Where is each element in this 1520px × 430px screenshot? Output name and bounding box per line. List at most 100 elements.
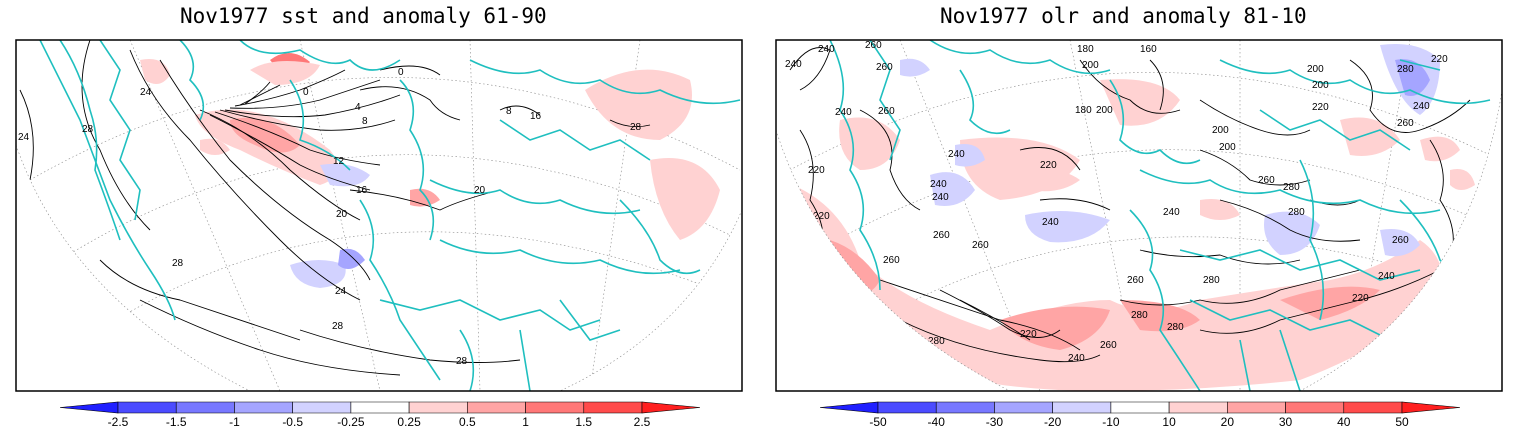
contour-label: 180 — [1075, 105, 1092, 116]
contour-label: 280 — [1203, 275, 1220, 286]
projection-mask — [16, 145, 250, 391]
colorbar-tick-label: -10 — [1102, 415, 1120, 429]
contour-label: 260 — [883, 255, 900, 266]
colorbar-tick-label: 30 — [1279, 415, 1293, 429]
contour-label: 24 — [18, 132, 30, 143]
contour-label: 280 — [1397, 64, 1414, 75]
contour-label: 24 — [140, 87, 152, 98]
colorbar-tick-label: 40 — [1337, 415, 1351, 429]
colorbar-bin — [641, 401, 701, 414]
contour-label: 240 — [835, 107, 852, 118]
colorbar-bin — [1110, 401, 1170, 414]
olr-contours — [789, 47, 1471, 363]
contour-label: 240 — [785, 59, 802, 70]
colorbar-bin — [350, 401, 410, 414]
contour-label: 260 — [1100, 340, 1117, 351]
sst-map: 24 24 28 28 28 28 24 20 16 12 8 4 0 0 20… — [16, 40, 742, 391]
colorbar-bin — [292, 401, 352, 414]
colorbar-bin — [877, 401, 937, 414]
colorbar-tick-label: -2.5 — [108, 415, 129, 429]
colorbar-bin — [59, 401, 119, 414]
colorbar-bin — [935, 401, 995, 414]
contour-label: 280 — [928, 336, 945, 347]
contour-label: 16 — [530, 111, 542, 122]
contour-label: 200 — [1212, 125, 1229, 136]
colorbar-bin — [117, 401, 177, 414]
colorbar-tick-label: 0.25 — [397, 415, 421, 429]
olr-colorbar: -50 -40 -30 -20 -10 10 20 30 40 50 — [819, 401, 1461, 429]
contour-label: 240 — [1068, 353, 1085, 364]
contour-label: 24 — [335, 286, 347, 297]
sst-coastlines — [39, 40, 741, 391]
contour-label: 28 — [172, 258, 184, 269]
colorbar-tick-label: 20 — [1221, 415, 1235, 429]
contour-label: 220 — [1020, 329, 1037, 340]
contour-label: 28 — [456, 356, 468, 367]
colorbar-bin — [994, 401, 1053, 414]
colorbar-bin — [1401, 401, 1461, 414]
sst-map-frame — [15, 39, 743, 392]
contour-label: 200 — [1096, 105, 1113, 116]
colorbar-tick-label: 2.5 — [634, 415, 651, 429]
colorbar-bin — [819, 401, 879, 414]
colorbar-bin — [1343, 401, 1403, 414]
olr-coastlines — [829, 40, 1491, 391]
colorbar-bin — [467, 401, 526, 414]
contour-label: 220 — [1431, 54, 1448, 65]
contour-label: 260 — [972, 240, 989, 251]
contour-label: 200 — [1312, 80, 1329, 91]
colorbar-bin — [1227, 401, 1286, 414]
contour-label: 200 — [1082, 60, 1099, 71]
contour-label: 260 — [865, 40, 882, 51]
colorbar-tick-label: -1.5 — [166, 415, 187, 429]
contour-label: 280 — [1131, 310, 1148, 321]
contour-label: 220 — [813, 211, 830, 222]
contour-label: 260 — [933, 230, 950, 241]
olr-contour-labels: 240 260 180 160 200 240 260 280 200 220 … — [785, 40, 1448, 364]
colorbar-bin — [525, 401, 585, 414]
colorbar-tick-label: 50 — [1395, 415, 1409, 429]
projection-mask — [776, 130, 1010, 391]
colorbar-tick-label: 1.5 — [575, 415, 592, 429]
contour-label: 12 — [333, 156, 345, 167]
contour-label: 4 — [355, 102, 361, 113]
olr-map: 240 260 180 160 200 240 260 280 200 220 … — [776, 40, 1502, 391]
contour-label: 180 — [1077, 44, 1094, 55]
contour-label: 240 — [932, 192, 949, 203]
colorbar-bin — [583, 401, 643, 414]
contour-label: 240 — [948, 149, 965, 160]
contour-label: 260 — [1127, 275, 1144, 286]
contour-label: 220 — [1040, 160, 1057, 171]
contour-label: 260 — [876, 62, 893, 73]
colorbar-bin — [1168, 401, 1228, 414]
colorbar-bin — [175, 401, 235, 414]
contour-label: 160 — [1140, 44, 1157, 55]
contour-label: 200 — [1219, 142, 1236, 153]
contour-label: 220 — [1352, 293, 1369, 304]
colorbar-bin — [1052, 401, 1112, 414]
contour-label: 28 — [332, 321, 344, 332]
contour-label: 280 — [1167, 322, 1184, 333]
contour-label: 240 — [930, 179, 947, 190]
contour-label: 280 — [1288, 207, 1305, 218]
colorbar-bin — [408, 401, 468, 414]
contour-label: 220 — [1312, 102, 1329, 113]
contour-label: 28 — [630, 122, 642, 133]
contour-label: 8 — [506, 106, 512, 117]
colorbar-tick-label: 10 — [1162, 415, 1176, 429]
contour-label: 260 — [1258, 175, 1275, 186]
colorbar-bin — [1285, 401, 1345, 414]
contour-label: 260 — [1392, 235, 1409, 246]
olr-anomaly-shading — [780, 44, 1475, 391]
colorbar-tick-label: -40 — [928, 415, 946, 429]
contour-label: 240 — [1413, 101, 1430, 112]
contour-label: 240 — [1042, 217, 1059, 228]
olr-map-frame — [775, 39, 1503, 392]
contour-label: 220 — [808, 165, 825, 176]
colorbar-tick-label: 0.5 — [459, 415, 476, 429]
sst-colorbar: -2.5 -1.5 -1 -0.5 -0.25 0.25 0.5 1 1.5 2.5 — [59, 401, 701, 429]
colorbar-tick-label: -1 — [229, 415, 240, 429]
contour-label: 0 — [398, 67, 404, 78]
contour-label: 260 — [878, 106, 895, 117]
